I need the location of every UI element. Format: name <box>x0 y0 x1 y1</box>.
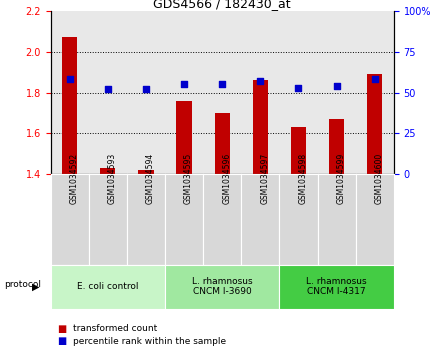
Point <box>104 86 111 92</box>
Text: GSM1034600: GSM1034600 <box>375 153 384 204</box>
Bar <box>329 119 344 174</box>
Text: transformed count: transformed count <box>73 324 157 333</box>
Point <box>257 78 264 84</box>
Text: ▶: ▶ <box>32 282 39 292</box>
Point <box>371 77 378 82</box>
Text: GSM1034598: GSM1034598 <box>298 153 308 204</box>
Bar <box>291 127 306 174</box>
Text: L. rhamnosus
CNCM I-4317: L. rhamnosus CNCM I-4317 <box>306 277 367 297</box>
Bar <box>176 101 192 174</box>
Point <box>295 85 302 90</box>
Text: GSM1034593: GSM1034593 <box>108 153 117 204</box>
Text: L. rhamnosus
CNCM I-3690: L. rhamnosus CNCM I-3690 <box>192 277 253 297</box>
Bar <box>367 74 382 174</box>
Bar <box>100 168 115 174</box>
Text: GSM1034592: GSM1034592 <box>70 153 79 204</box>
Point <box>219 81 226 87</box>
Text: ■: ■ <box>57 323 66 334</box>
Bar <box>215 113 230 174</box>
Text: protocol: protocol <box>4 281 41 289</box>
Text: GSM1034599: GSM1034599 <box>337 153 345 204</box>
Text: GSM1034594: GSM1034594 <box>146 153 155 204</box>
Bar <box>138 170 154 174</box>
Text: ■: ■ <box>57 336 66 346</box>
Bar <box>62 37 77 174</box>
Bar <box>253 80 268 174</box>
Point <box>143 86 150 92</box>
Point <box>66 77 73 82</box>
Text: GSM1034595: GSM1034595 <box>184 153 193 204</box>
Text: GSM1034597: GSM1034597 <box>260 153 269 204</box>
Title: GDS4566 / 182430_at: GDS4566 / 182430_at <box>154 0 291 10</box>
Text: E. coli control: E. coli control <box>77 282 139 291</box>
Point <box>333 83 340 89</box>
Text: GSM1034596: GSM1034596 <box>222 153 231 204</box>
Point <box>180 81 187 87</box>
Text: percentile rank within the sample: percentile rank within the sample <box>73 337 226 346</box>
